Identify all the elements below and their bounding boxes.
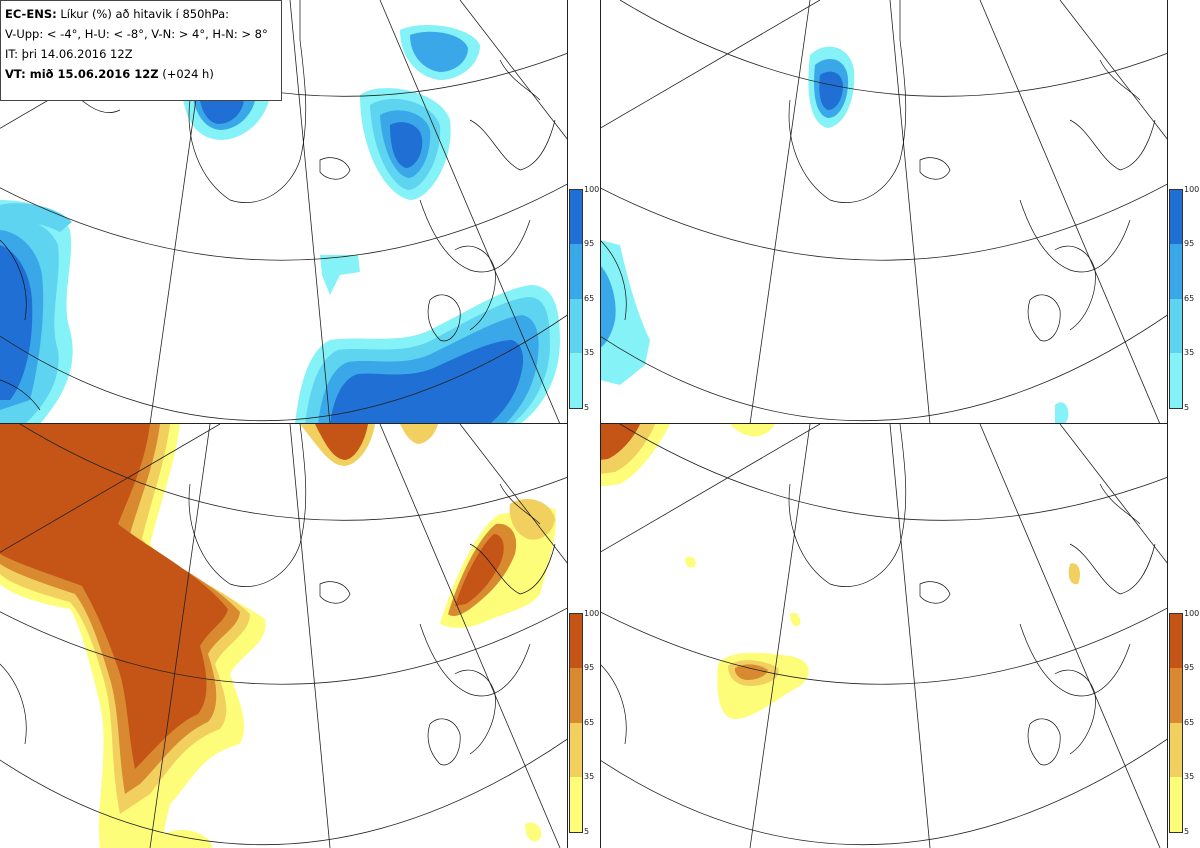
cb-tick-label: 65 (584, 718, 595, 727)
cb-tick-label: 35 (584, 772, 595, 781)
cb-seg (1170, 190, 1182, 244)
cb-seg (570, 299, 582, 353)
graticule (600, 424, 1168, 848)
cb-tick-label: 35 (1184, 772, 1195, 781)
colorbar-top-right: 100 95 65 35 5 (1169, 186, 1199, 412)
cb-seg (570, 190, 582, 244)
panel-border (600, 423, 1168, 424)
cb-tick-label: 5 (1184, 403, 1190, 412)
cb-seg (1170, 244, 1182, 299)
legend-box: EC-ENS: Líkur (%) að hitavik í 850hPa: V… (0, 0, 282, 101)
cb-seg (1170, 668, 1182, 723)
legend-line-1: EC-ENS: Líkur (%) að hitavik í 850hPa: (5, 4, 277, 24)
cb-seg (570, 777, 582, 832)
cb-tick-label: 95 (584, 239, 595, 248)
model-label: EC-ENS: (5, 7, 57, 21)
panel-top-right (600, 0, 1168, 424)
coastlines (600, 0, 1156, 342)
colorbar-top-left: 100 95 65 35 5 (569, 186, 599, 412)
panel-border (600, 0, 601, 848)
cb-tick-label: 100 (1184, 185, 1200, 194)
colorbar-bottom-right: 100 95 65 35 5 (1169, 610, 1199, 836)
legend-line-4: VT: mið 15.06.2016 12Z (+024 h) (5, 64, 277, 84)
graticule (600, 0, 1168, 424)
prob-shading (600, 46, 1069, 424)
cb-seg (570, 244, 582, 299)
lead-time: (+024 h) (158, 67, 214, 81)
legend-description: Líkur (%) að hitavik í 850hPa: (56, 7, 230, 21)
colorbar-bottom-left: 100 95 65 35 5 (569, 610, 599, 836)
panel-border (1167, 0, 1168, 848)
cb-tick-label: 5 (584, 827, 590, 836)
cb-tick-label: 100 (584, 609, 600, 618)
map-cold-8 (600, 0, 1168, 424)
cb-tick-label: 35 (1184, 348, 1195, 357)
cb-tick-label: 95 (584, 663, 595, 672)
cb-seg (1170, 614, 1182, 668)
cb-tick-label: 100 (584, 185, 600, 194)
cb-seg (570, 668, 582, 723)
cb-seg (570, 614, 582, 668)
coastlines (600, 424, 1156, 766)
cb-seg (570, 353, 582, 408)
cb-seg (1170, 299, 1182, 353)
map-warm+8 (600, 424, 1168, 848)
cb-tick-label: 65 (1184, 294, 1195, 303)
graticule (0, 424, 568, 848)
cb-seg (570, 723, 582, 777)
panel-border (0, 423, 568, 424)
panel-border (567, 0, 568, 848)
prob-shading (0, 424, 557, 848)
cb-tick-label: 95 (1184, 663, 1195, 672)
cb-tick-label: 65 (1184, 718, 1195, 727)
coastlines (0, 424, 556, 766)
coastlines (0, 0, 556, 411)
cb-tick-label: 5 (584, 403, 590, 412)
cb-tick-label: 65 (584, 294, 595, 303)
valid-time: VT: mið 15.06.2016 12Z (5, 67, 159, 81)
legend-line-2: V-Upp: < -4°, H-U: < -8°, V-N: > 4°, H-N… (5, 27, 268, 41)
prob-shading (600, 424, 1081, 719)
legend-line-3: IT: þri 14.06.2016 12Z (5, 47, 133, 61)
map-warm+4 (0, 424, 568, 848)
panel-bottom-right (600, 424, 1168, 848)
cb-tick-label: 5 (1184, 827, 1190, 836)
cb-tick-label: 100 (1184, 609, 1200, 618)
cb-seg (1170, 353, 1182, 408)
panel-bottom-left (0, 424, 568, 848)
cb-tick-label: 35 (584, 348, 595, 357)
cb-seg (1170, 777, 1182, 832)
cb-tick-label: 95 (1184, 239, 1195, 248)
cb-seg (1170, 723, 1182, 777)
